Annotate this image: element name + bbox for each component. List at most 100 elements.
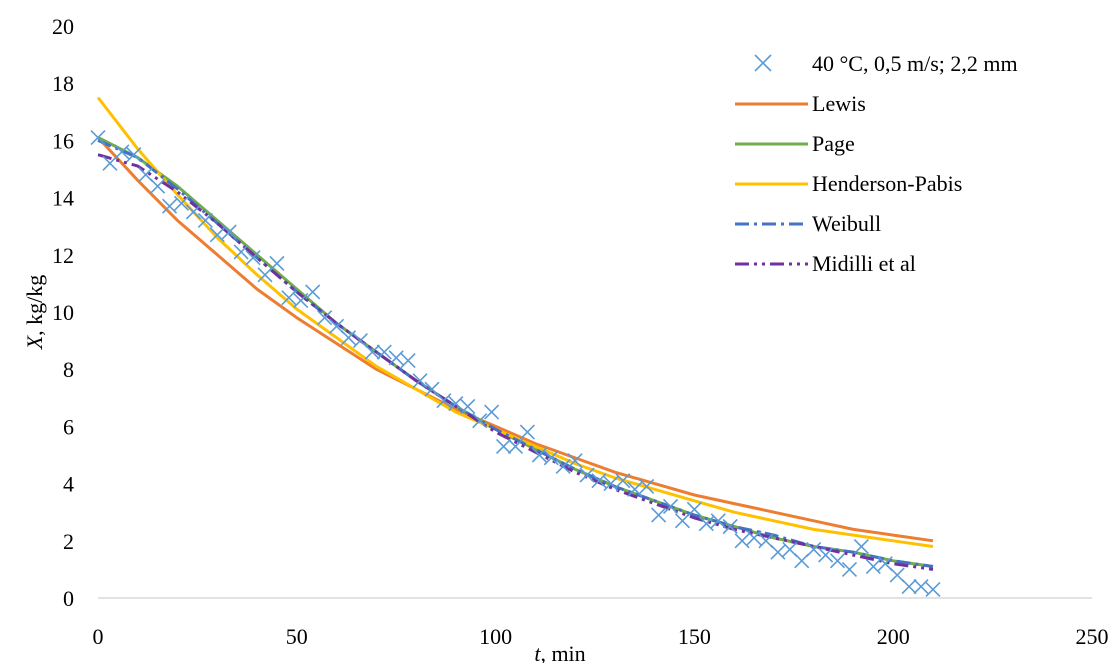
data-point [746, 530, 762, 546]
data-point [710, 513, 726, 529]
data-point [90, 129, 106, 146]
y-tick-label: 14 [52, 186, 74, 211]
data-point [543, 450, 559, 466]
data-point [877, 556, 893, 572]
data-point [281, 290, 297, 306]
data-point [698, 516, 714, 532]
series-line-3 [96, 96, 934, 548]
legend-label-page: Page [812, 131, 855, 156]
data-point [376, 344, 392, 360]
data-point [126, 147, 142, 163]
data-point [507, 438, 524, 454]
data-point [460, 398, 476, 414]
data-point [782, 541, 798, 557]
data-point [913, 578, 929, 595]
data-point [114, 144, 130, 160]
data-point [555, 458, 571, 475]
data-point [150, 178, 166, 194]
data-point [806, 541, 822, 557]
x-tick-label: 100 [479, 624, 512, 649]
legend-entry-midilli: Midilli et al [735, 251, 916, 276]
series-markers [90, 129, 941, 597]
x-tick-label: 150 [678, 624, 711, 649]
x-tick-label: 50 [286, 624, 308, 649]
legend-entry-lewis: Lewis [735, 91, 866, 116]
data-point [233, 244, 249, 260]
y-tick-label: 6 [63, 414, 74, 439]
data-point [400, 353, 416, 369]
series-lines [96, 96, 934, 571]
y-axis-label-unit: , kg/kg [22, 275, 47, 336]
y-tick-label: 4 [63, 472, 74, 497]
data-point [293, 292, 309, 309]
data-point [328, 318, 345, 334]
legend-label-midilli: Midilli et al [812, 251, 916, 276]
data-point [579, 467, 595, 483]
data-point [495, 438, 512, 454]
y-axis-label: X, kg/kg [22, 275, 47, 351]
legend-label-measured: 40 °C, 0,5 m/s; 2,2 mm [812, 51, 1018, 76]
data-point [901, 578, 917, 595]
legend-entry-weibull: Weibull [735, 211, 881, 236]
data-point [865, 558, 881, 575]
x-tick-label: 250 [1076, 624, 1109, 649]
data-point [162, 198, 178, 214]
x-axis-label-variable: t [534, 641, 541, 663]
data-point [794, 553, 810, 569]
data-point [269, 255, 285, 271]
data-point [173, 195, 190, 211]
legend-label-henderson-pabis: Henderson-Pabis [812, 171, 962, 196]
y-tick-label: 16 [52, 128, 74, 153]
data-point [305, 284, 321, 300]
x-axis-ticks: 0 50 100 150 200 250 [93, 624, 1109, 649]
series-line-5 [97, 153, 934, 571]
y-tick-label: 8 [63, 357, 74, 382]
data-point [245, 250, 261, 266]
data-point [531, 447, 547, 463]
legend-swatch-measured [754, 54, 772, 72]
data-point [484, 404, 500, 420]
data-point [388, 350, 404, 366]
data-point [734, 533, 750, 549]
data-point [221, 224, 237, 240]
data-point [758, 533, 774, 549]
data-point [436, 393, 452, 409]
data-point [340, 330, 357, 346]
data-point [674, 513, 691, 529]
data-point [603, 476, 619, 492]
data-point [197, 212, 213, 229]
data-point [925, 581, 941, 597]
data-point [412, 373, 428, 389]
y-tick-label: 0 [63, 586, 74, 611]
y-tick-label: 20 [52, 14, 74, 39]
series-line-1 [96, 136, 934, 543]
data-point [448, 395, 464, 412]
data-point [853, 538, 869, 555]
legend-entry-measured: 40 °C, 0,5 m/s; 2,2 mm [754, 51, 1018, 76]
data-point [686, 501, 702, 517]
y-axis-label-variable: X [22, 334, 47, 350]
data-point [257, 267, 273, 283]
data-point [818, 547, 834, 563]
data-point [889, 567, 905, 583]
data-point [651, 507, 667, 523]
y-axis-ticks: 0 2 4 6 8 10 12 14 16 18 20 [52, 14, 74, 611]
data-point [567, 453, 583, 469]
data-point [662, 498, 679, 515]
data-point [317, 310, 333, 326]
series-line-4 [97, 139, 934, 568]
legend-entry-henderson-pabis: Henderson-Pabis [735, 171, 962, 196]
x-tick-label: 200 [877, 624, 910, 649]
y-tick-label: 10 [52, 300, 74, 325]
x-axis-label: t, min [534, 641, 585, 663]
y-tick-label: 12 [52, 243, 74, 268]
data-point [639, 478, 655, 495]
data-point [841, 561, 858, 577]
data-point [138, 167, 154, 183]
legend-label-weibull: Weibull [812, 211, 881, 236]
y-tick-label: 18 [52, 71, 74, 96]
data-point [519, 424, 535, 440]
data-point [591, 473, 607, 489]
data-point [829, 553, 846, 569]
